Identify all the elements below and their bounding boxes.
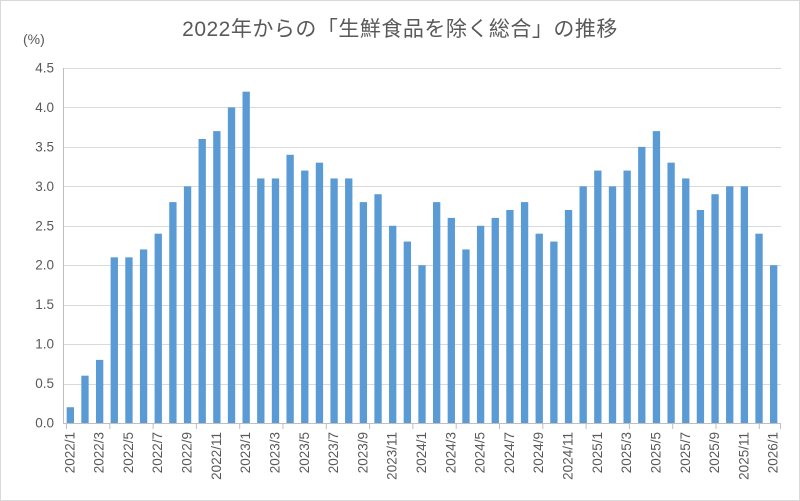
x-tick-label: 2022/1	[62, 432, 77, 473]
bar	[564, 210, 573, 423]
bar	[667, 162, 675, 424]
bar	[711, 194, 719, 423]
x-tick-label: 2022/9	[180, 432, 195, 473]
bar	[169, 202, 177, 423]
bar	[608, 186, 617, 423]
x-tick-label: 2024/9	[531, 432, 546, 473]
chart-title: 2022年からの「生鮮食品を除く総合」の推移	[182, 18, 618, 41]
bar	[139, 249, 148, 423]
x-tick-label: 2023/1	[238, 432, 253, 473]
bar	[491, 217, 499, 423]
bar	[110, 257, 118, 423]
x-tick-label: 2024/11	[561, 432, 576, 480]
bar	[520, 202, 529, 423]
x-tick-label: 2023/11	[385, 432, 400, 480]
x-tick-label: 2025/3	[619, 432, 634, 473]
bar	[81, 375, 89, 423]
bar	[594, 170, 602, 423]
bar	[125, 257, 133, 423]
bar	[95, 359, 104, 423]
bar	[389, 225, 397, 423]
bar	[66, 407, 74, 423]
bar	[286, 154, 294, 423]
bar	[213, 131, 221, 424]
x-tick-label: 2024/1	[414, 432, 429, 473]
bar	[301, 170, 309, 423]
x-tick-label: 2022/5	[121, 432, 136, 473]
bar	[740, 186, 749, 423]
bar	[257, 178, 265, 423]
x-tick-label: 2023/7	[326, 432, 341, 473]
x-tick-label: 2022/3	[92, 432, 107, 473]
bar	[462, 249, 470, 423]
y-axis-unit-label: (%)	[23, 31, 45, 47]
y-tick-label: 4.0	[35, 100, 54, 115]
x-tick-label: 2025/11	[736, 432, 751, 480]
x-tick-label: 2024/7	[502, 432, 517, 473]
bar	[183, 186, 192, 423]
bar	[506, 210, 514, 423]
bar	[770, 265, 778, 423]
x-tick-label: 2024/5	[473, 432, 488, 473]
y-tick-label: 2.0	[35, 258, 54, 273]
x-tick-label: 2023/3	[267, 432, 282, 473]
x-tick-label: 2025/1	[590, 432, 605, 473]
x-tick-label: 2022/7	[150, 432, 165, 473]
bar	[432, 202, 441, 423]
bar	[696, 210, 705, 423]
bar	[726, 186, 734, 423]
x-tick-label: 2023/5	[297, 432, 312, 473]
x-tick-label: 2023/9	[355, 432, 370, 473]
x-tick-label: 2022/11	[209, 432, 224, 480]
bar	[315, 162, 324, 424]
y-tick-label: 3.5	[35, 139, 54, 154]
y-tick-label: 0.0	[35, 416, 54, 431]
bar	[755, 233, 763, 423]
bar	[154, 233, 162, 423]
bar	[403, 241, 412, 423]
bar	[198, 139, 206, 423]
bar	[535, 233, 543, 423]
y-tick-label: 4.5	[35, 61, 54, 76]
x-tick-label: 2025/5	[648, 432, 663, 473]
x-tick-label: 2025/7	[678, 432, 693, 473]
y-tick-label: 0.5	[35, 376, 54, 391]
y-tick-label: 3.0	[35, 179, 54, 194]
y-tick-label: 2.5	[35, 218, 54, 233]
bar	[623, 170, 631, 423]
bar	[418, 265, 426, 423]
bar	[550, 241, 558, 423]
bar	[227, 107, 236, 423]
bar	[330, 178, 338, 423]
bar	[638, 146, 646, 423]
bar	[476, 225, 485, 423]
bar	[374, 194, 382, 423]
y-tick-label: 1.0	[35, 337, 54, 352]
x-tick-label: 2025/9	[707, 432, 722, 473]
bar	[682, 178, 690, 423]
x-tick-label: 2026/1	[766, 432, 781, 473]
bar	[345, 178, 353, 423]
bar	[447, 217, 455, 423]
bar	[242, 91, 250, 424]
y-tick-label: 1.5	[35, 297, 54, 312]
bar	[579, 186, 587, 423]
bar	[271, 178, 280, 423]
x-tick-label: 2024/3	[443, 432, 458, 473]
bar	[652, 131, 661, 424]
bar	[359, 202, 368, 423]
